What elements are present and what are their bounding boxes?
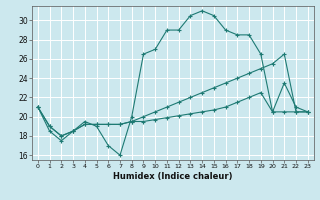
X-axis label: Humidex (Indice chaleur): Humidex (Indice chaleur) <box>113 172 233 181</box>
